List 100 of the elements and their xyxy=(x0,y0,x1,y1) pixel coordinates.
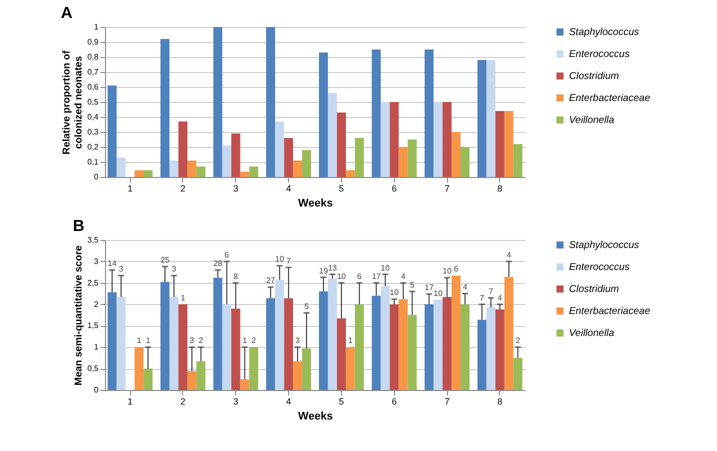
bar xyxy=(240,172,250,177)
chart-title: A xyxy=(60,5,73,22)
bar xyxy=(495,309,504,390)
y-tick-label: 0,9 xyxy=(87,38,100,46)
x-axis-title: Weeks xyxy=(298,198,333,210)
bar xyxy=(390,304,399,390)
legend-label: Staphylococcus xyxy=(569,27,640,38)
legend-label: Veillonella xyxy=(569,328,615,339)
bar xyxy=(372,50,381,177)
x-tick-label: 2 xyxy=(180,184,186,194)
bar xyxy=(275,122,284,177)
bar xyxy=(144,368,153,390)
bar xyxy=(293,160,302,177)
x-tick-label: 4 xyxy=(286,184,292,194)
bar xyxy=(108,292,117,390)
y-tick-label: 3 xyxy=(94,256,100,266)
annotation: 25 xyxy=(160,256,170,265)
bar xyxy=(477,320,486,390)
bar xyxy=(134,170,144,177)
legend-label: Clostridium xyxy=(569,71,620,82)
annotation: 6 xyxy=(454,264,459,274)
annotation: 10 xyxy=(275,254,285,264)
bar xyxy=(266,298,276,390)
bar xyxy=(213,278,222,390)
annotation: 10 xyxy=(434,289,444,298)
bar xyxy=(318,52,328,177)
annotation: 10 xyxy=(336,272,346,281)
y-tick-label: 1 xyxy=(94,22,100,32)
bar xyxy=(442,297,452,390)
annotation: 3 xyxy=(118,264,124,274)
bar xyxy=(504,111,514,177)
annotation: 27 xyxy=(266,276,276,286)
annotation: 13 xyxy=(328,263,338,272)
bar xyxy=(495,111,504,177)
annotation: 10 xyxy=(442,266,452,276)
y-tick-label: 2,5 xyxy=(87,278,100,288)
bar xyxy=(452,132,461,177)
y-tick-label: 0,1 xyxy=(87,158,100,166)
bar xyxy=(196,166,206,177)
bar xyxy=(424,304,434,390)
annotation: 17 xyxy=(372,272,382,281)
annotation: 4 xyxy=(506,250,512,260)
bar xyxy=(222,304,232,390)
annotation: 1 xyxy=(180,293,186,302)
bar xyxy=(249,347,258,390)
y-tick-label: 3,5 xyxy=(87,236,100,244)
bar xyxy=(222,146,232,177)
y-tick-label: 0,5 xyxy=(87,98,100,106)
bar xyxy=(178,304,188,390)
y-axis-title: Relative proportion of colonized neonates xyxy=(61,50,84,154)
x-tick-label: 5 xyxy=(338,184,344,194)
bar xyxy=(398,147,408,177)
bar xyxy=(213,27,222,177)
annotation: 2 xyxy=(251,336,256,346)
bar xyxy=(293,361,302,390)
annotation: 7 xyxy=(286,256,292,266)
annotation: 4 xyxy=(401,272,406,281)
bar xyxy=(354,138,364,177)
y-tick-label: 2 xyxy=(94,300,100,309)
annotation: 19 xyxy=(319,266,328,276)
chart-title: B xyxy=(72,218,84,235)
y-tick-label: 0,8 xyxy=(87,52,100,62)
annotation: 8 xyxy=(234,272,239,281)
bar xyxy=(513,358,522,390)
annotation: 17 xyxy=(424,283,434,292)
legend-label: Staphylococcus xyxy=(569,240,640,251)
bar xyxy=(346,170,355,177)
y-tick-label: 1 xyxy=(94,342,100,352)
y-tick-label: 1,5 xyxy=(87,321,100,330)
bar xyxy=(187,160,196,177)
annotation: 10 xyxy=(390,288,400,298)
annotation: 3 xyxy=(190,336,195,346)
legend-label: Clostridium xyxy=(569,284,620,295)
bar xyxy=(513,144,522,177)
bar xyxy=(354,304,364,390)
y-tick-label: 0 xyxy=(94,386,100,394)
bar xyxy=(424,50,434,177)
annotation: 10 xyxy=(380,263,390,272)
bar xyxy=(275,280,284,390)
bar xyxy=(240,379,250,390)
x-axis-title: Weeks xyxy=(298,410,333,422)
bar xyxy=(160,282,170,390)
annotation: 5 xyxy=(410,280,415,290)
legend-label: Veillonella xyxy=(569,115,615,126)
bar xyxy=(336,112,346,177)
y-tick-label: 0,2 xyxy=(87,142,100,152)
annotation: 2 xyxy=(516,336,521,346)
bar xyxy=(452,276,461,390)
annotation: 28 xyxy=(213,259,223,268)
annotation: 6 xyxy=(224,250,230,260)
x-tick-label: 8 xyxy=(497,184,502,194)
y-tick-label: 0,3 xyxy=(87,128,100,136)
x-tick-label: 7 xyxy=(444,396,450,406)
x-tick-label: 5 xyxy=(338,396,344,406)
bar xyxy=(328,278,337,390)
annotation: 4 xyxy=(462,282,468,292)
bar xyxy=(460,304,470,390)
x-tick-label: 1 xyxy=(128,396,133,406)
bar xyxy=(196,361,206,390)
bar xyxy=(398,299,408,390)
